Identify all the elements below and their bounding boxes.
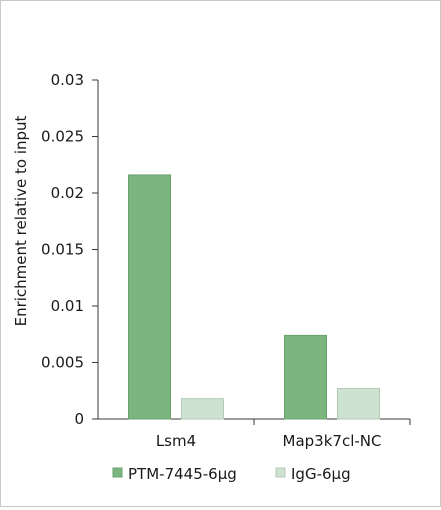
bar-igg-1 <box>337 387 380 420</box>
bar-igg-0 <box>181 398 224 420</box>
bar-ptm-1 <box>284 334 327 420</box>
y-tick-label: 0 <box>74 410 84 428</box>
y-ticks: 0 0.005 0.01 0.015 0.02 0.025 0.03 <box>41 71 98 428</box>
x-tick-label: Map3k7cl-NC <box>283 432 382 450</box>
legend-label: PTM-7445-6µg <box>128 465 237 483</box>
x-ticks: Lsm4 Map3k7cl-NC <box>156 419 411 450</box>
y-tick-label: 0.025 <box>41 128 84 146</box>
y-tick-label: 0.02 <box>51 184 84 202</box>
x-tick-label: Lsm4 <box>156 432 196 450</box>
y-tick-label: 0.01 <box>51 297 84 315</box>
y-axis-label: Enrichment relative to input <box>12 115 30 326</box>
y-tick-label: 0.03 <box>51 71 84 89</box>
legend-swatch <box>275 467 286 478</box>
y-tick-label: 0.005 <box>41 354 84 372</box>
legend-label: IgG-6µg <box>291 465 351 483</box>
legend: PTM-7445-6µg IgG-6µg <box>112 465 351 483</box>
bar-ptm-0 <box>128 174 171 420</box>
y-tick-label: 0.015 <box>41 241 84 259</box>
legend-swatch <box>112 467 123 478</box>
bars <box>128 174 380 420</box>
